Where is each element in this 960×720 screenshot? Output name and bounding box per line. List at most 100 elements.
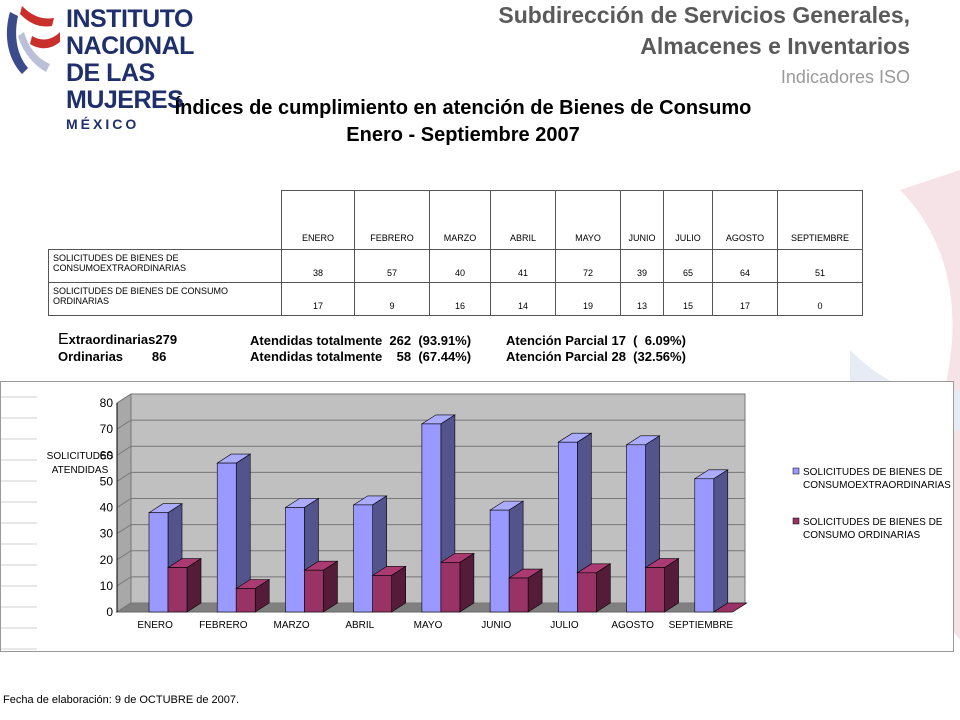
- gridline-side: [116, 524, 132, 535]
- gridline-side: [116, 576, 132, 587]
- bar: [489, 509, 510, 613]
- bar: [216, 462, 237, 613]
- summary-total-extraordinarias: Extraordinarias279: [58, 332, 177, 348]
- chart-container: 0 10 20 30 40 50 60 70 80 SOLICITUDES ATENDIDAS ENE…: [0, 381, 954, 652]
- y-tick-label: 20: [100, 553, 114, 567]
- logo-line-3: MÉXICO: [66, 116, 140, 132]
- table-cell: 0: [777, 282, 863, 316]
- table-header-cell: ENERO: [281, 190, 355, 250]
- table-cell: 19: [555, 282, 621, 316]
- legend-label: CONSUMOEXTRAORDINARIAS: [803, 480, 951, 491]
- logo-emblem-icon: [6, 6, 60, 74]
- table-cell: 72: [555, 249, 621, 283]
- bar: [645, 567, 665, 613]
- y-axis-label: SOLICITUDES: [47, 451, 114, 462]
- table-cell: 64: [712, 249, 778, 283]
- bar: [712, 602, 748, 613]
- table-cell: 38: [281, 249, 355, 283]
- x-tick-label: JUNIO: [481, 620, 511, 631]
- bar-side: [186, 558, 202, 613]
- gridline-side: [116, 602, 132, 613]
- gridline-side: [116, 498, 132, 508]
- table-cell: 57: [354, 249, 430, 283]
- legend-swatch: [792, 467, 800, 475]
- table-header-cell: SEPTIEMBRE: [777, 190, 863, 250]
- bar: [235, 588, 256, 613]
- table-header-cell: AGOSTO: [712, 190, 778, 250]
- logo-line-2: DE LAS MUJERES: [66, 59, 184, 114]
- table-header-cell: FEBRERO: [354, 190, 430, 250]
- legend-label: SOLICITUDES DE BIENES DE: [803, 517, 943, 528]
- summary-partial: Atención Parcial 17 ( 6.09%): [506, 333, 686, 348]
- table-cell: 17: [712, 282, 778, 316]
- table-cell: 16: [429, 282, 491, 316]
- bar: [372, 575, 392, 613]
- bar: [508, 577, 529, 613]
- summary-total-text: xtraordinarias279: [68, 332, 178, 347]
- y-tick-label: 70: [100, 422, 114, 436]
- table-cell: 9: [354, 282, 430, 316]
- institute-logo: INSTITUTO NACIONAL DE LAS MUJERES MÉXICO: [2, 2, 252, 132]
- header-line-2: Almacenes e Inventarios: [640, 33, 910, 59]
- bar: [558, 441, 578, 613]
- table-header-cell: ABRIL: [490, 190, 556, 250]
- x-tick-label: FEBRERO: [199, 620, 248, 631]
- x-tick-label: AGOSTO: [611, 620, 654, 631]
- table-cell: 41: [490, 249, 556, 283]
- bar: [626, 444, 646, 613]
- table-row: SOLICITUDES DE BIENES DE CONSUMO ORDINAR…: [48, 282, 863, 316]
- table-cell: 14: [490, 282, 556, 316]
- y-tick-label: 80: [100, 396, 114, 410]
- y-tick-label: 10: [100, 579, 114, 593]
- table-cell: 51: [777, 249, 863, 283]
- bar-side: [459, 552, 475, 613]
- legend-label: CONSUMO ORDINARIAS: [803, 530, 921, 541]
- bar-chart: 0 10 20 30 40 50 60 70 80 SOLICITUDES ATENDIDAS ENE…: [1, 393, 951, 650]
- bar: [148, 512, 169, 613]
- table-header-row: ENERO FEBRERO MARZO ABRIL MAYO JUNIO JUL…: [48, 190, 863, 250]
- y-tick-label: 40: [100, 501, 114, 515]
- summary-attended: Atendidas totalmente 58 (67.44%): [250, 349, 472, 364]
- bar: [694, 478, 715, 613]
- summary-partial: Atención Parcial 28 (32.56%): [506, 349, 686, 364]
- table-cell: 15: [663, 282, 713, 316]
- table-header-cell: MARZO: [429, 190, 491, 250]
- gridline-side: [116, 471, 132, 482]
- footer-date: Fecha de elaboración: 9 de OCTUBRE de 20…: [3, 694, 240, 706]
- summary-total-ordinarias: Ordinarias 86: [58, 349, 167, 364]
- bar: [440, 562, 461, 613]
- y-tick-label: 60: [100, 448, 114, 462]
- table-corner-cell: [48, 190, 282, 250]
- table-row: SOLICITUDES DE BIENES DE CONSUMOEXTRAORD…: [48, 249, 863, 283]
- header-line-3: Indicadores ISO: [780, 67, 910, 87]
- table-cell: 65: [663, 249, 713, 283]
- legend-label: SOLICITUDES DE BIENES DE: [803, 467, 943, 478]
- bar: [167, 567, 188, 613]
- bar: [353, 504, 373, 613]
- x-tick-label: SEPTIEMBRE: [669, 620, 734, 631]
- bar: [304, 569, 324, 613]
- x-tick-label: MAYO: [414, 620, 443, 631]
- x-tick-label: ABRIL: [345, 620, 374, 631]
- x-tick-label: MARZO: [274, 620, 310, 631]
- y-tick-label: 50: [100, 474, 114, 488]
- page-subtitle: Enero - Septiembre 2007: [346, 124, 580, 146]
- logo-line-1: INSTITUTO NACIONAL: [66, 5, 194, 60]
- x-tick-label: JULIO: [550, 620, 579, 631]
- table-header-cell: JUNIO: [620, 190, 664, 250]
- table-cell: 40: [429, 249, 491, 283]
- y-tick-label: 0: [106, 605, 113, 619]
- header: Subdirección de Servicios Generales, Alm…: [498, 0, 910, 92]
- bar-side: [664, 558, 679, 613]
- bar: [285, 507, 305, 613]
- y-tick-label: 30: [100, 527, 114, 541]
- table-row-label: SOLICITUDES DE BIENES DE CONSUMO ORDINAR…: [48, 282, 282, 316]
- gridline-side: [116, 393, 132, 404]
- gridline-side: [116, 419, 132, 430]
- bar-side: [713, 469, 729, 613]
- header-line-1: Subdirección de Servicios Generales,: [498, 2, 910, 28]
- table-cell: 13: [620, 282, 664, 316]
- table-cell: 17: [281, 282, 355, 316]
- bar: [421, 423, 442, 613]
- summary-initial: E: [58, 331, 69, 348]
